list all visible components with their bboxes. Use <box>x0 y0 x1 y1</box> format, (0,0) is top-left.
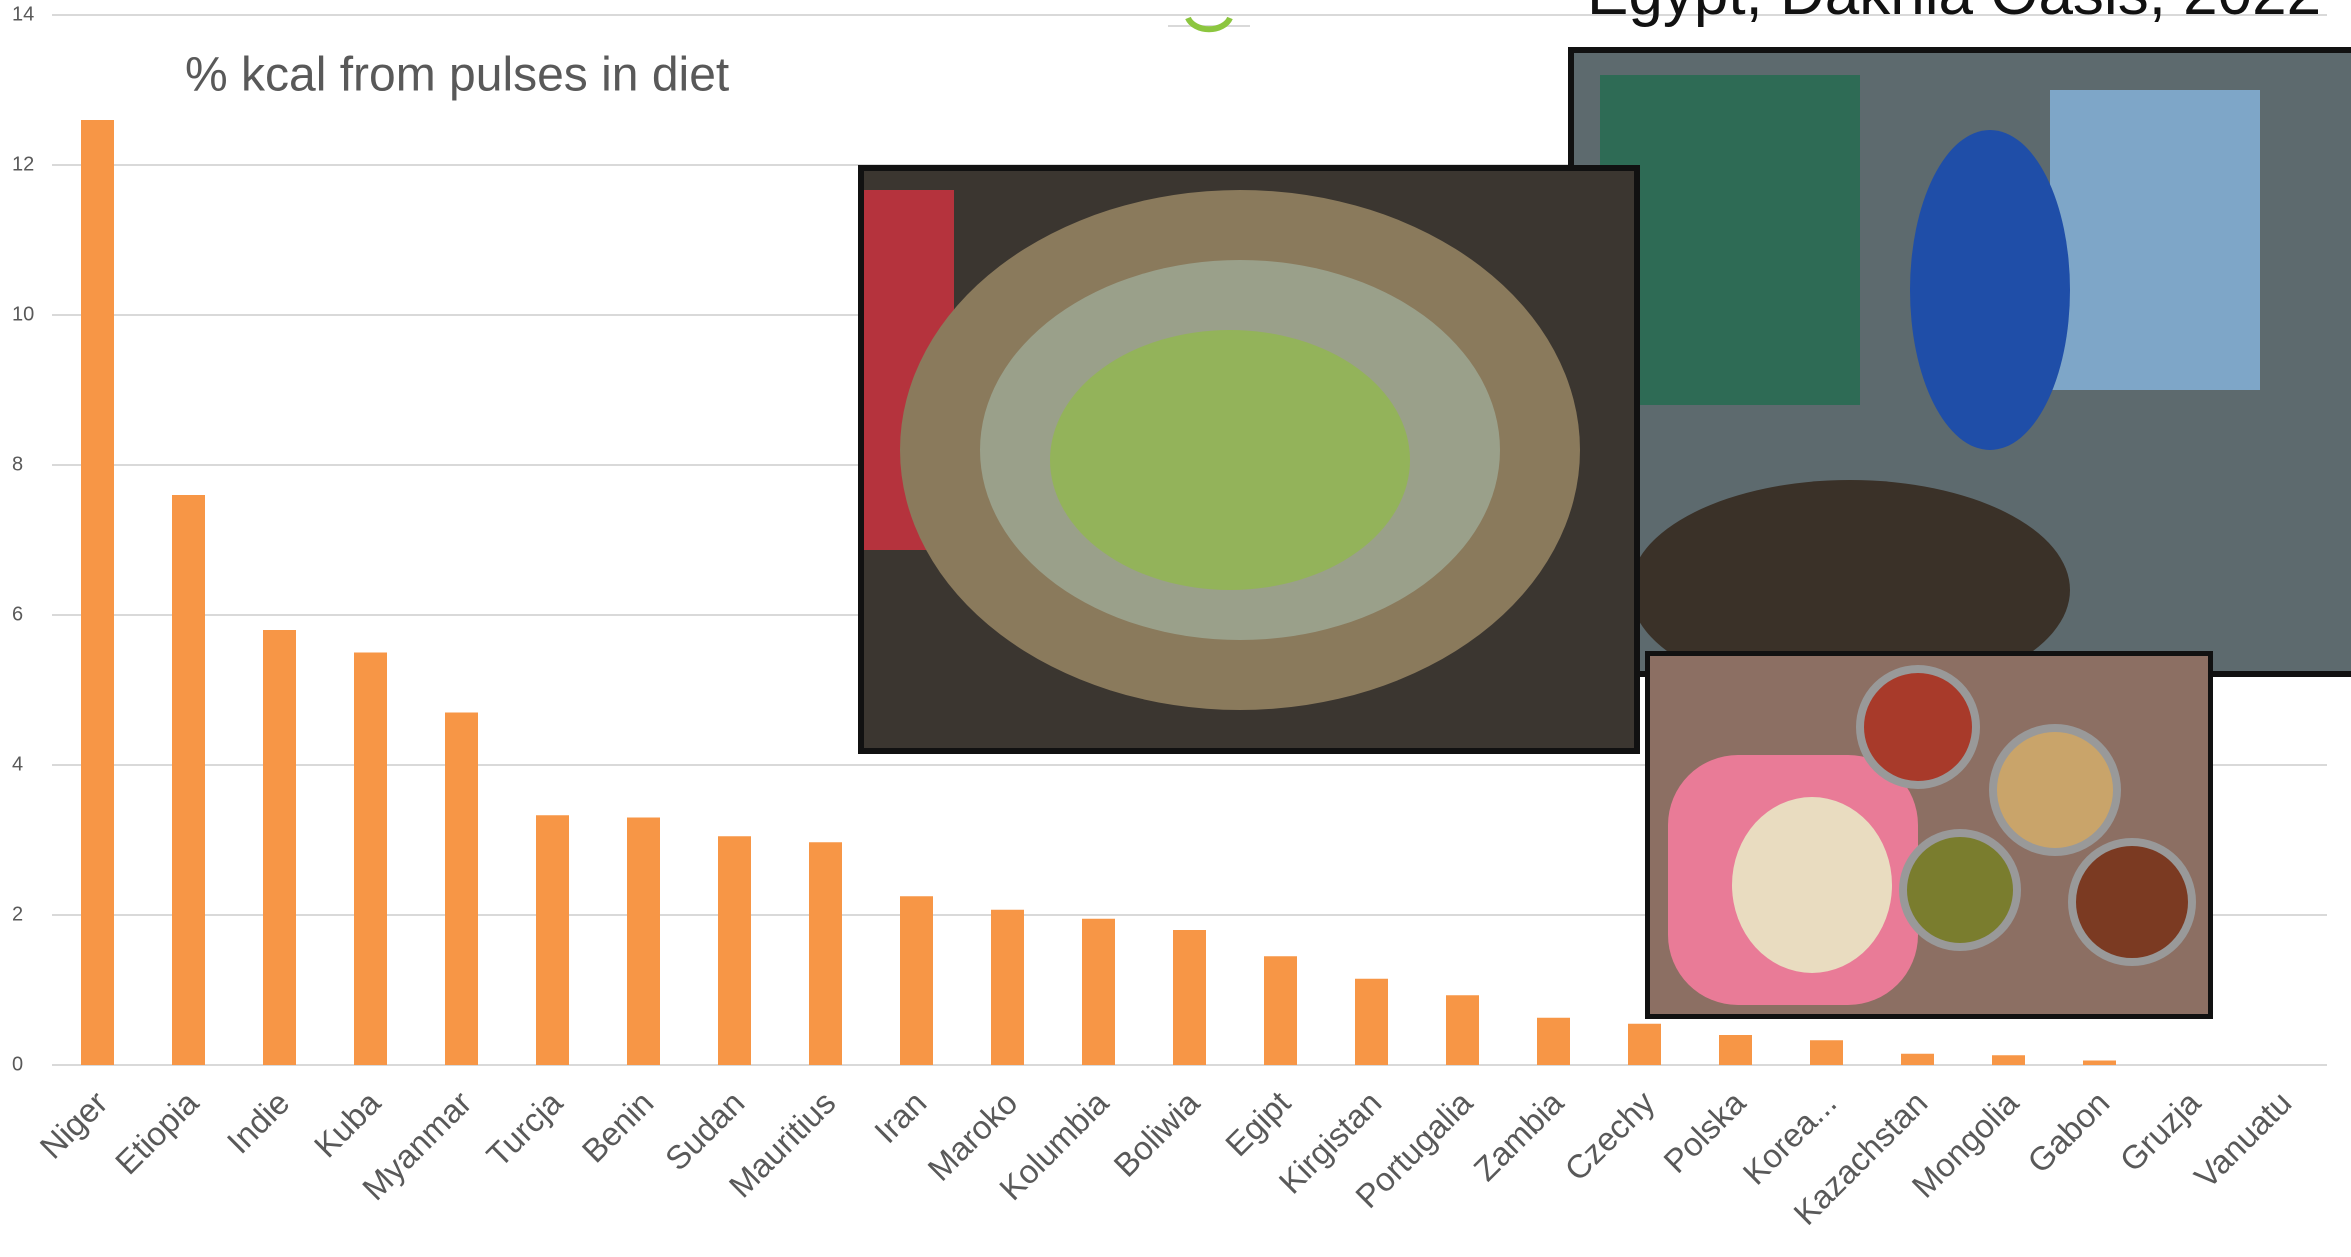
bar <box>2083 1060 2116 1065</box>
bar <box>900 896 933 1065</box>
photo-meal <box>1645 651 2213 1019</box>
x-tick-label: Iran <box>867 1084 933 1150</box>
photo-falafel <box>1050 330 1410 590</box>
photo-bowl <box>1989 724 2121 856</box>
bar <box>991 909 1024 1065</box>
bar <box>354 652 387 1065</box>
bar <box>1719 1035 1752 1065</box>
y-tick-label: 8 <box>12 453 23 475</box>
chart-title: % kcal from pulses in diet <box>185 49 729 102</box>
x-tick-label: Turcja <box>479 1083 570 1174</box>
bar <box>718 836 751 1065</box>
photo-bowl <box>1899 829 2021 951</box>
photo-pan <box>1630 480 2070 700</box>
bar <box>1901 1053 1934 1065</box>
x-tick-label: Benin <box>575 1084 661 1170</box>
photo-wall <box>1600 75 1860 405</box>
bar <box>809 842 842 1065</box>
photo-bowl <box>2068 838 2196 966</box>
bar <box>1810 1040 1843 1065</box>
y-tick-label: 12 <box>12 153 34 175</box>
y-tick-label: 14 <box>12 3 34 25</box>
photo-frying <box>858 165 1640 754</box>
photo-person <box>1910 130 2070 450</box>
y-tick-label: 10 <box>12 303 34 325</box>
bar <box>1446 995 1479 1065</box>
photo-caption: Egypt, Dakhla Oasis, 2022 <box>1587 0 2321 28</box>
bar <box>1628 1023 1661 1065</box>
bar <box>1355 978 1388 1065</box>
photo-bread <box>1732 797 1892 973</box>
photo-bowl <box>1856 665 1980 789</box>
photo-market <box>1568 47 2351 700</box>
x-tick-label: Czechy <box>1557 1083 1661 1187</box>
photo-tiles <box>2050 90 2260 390</box>
bar <box>263 630 296 1065</box>
decor-arc <box>1185 16 1233 33</box>
y-tick-label: 0 <box>12 1053 23 1075</box>
x-tick-label: Niger <box>33 1084 115 1166</box>
x-tick-label: Kuba <box>307 1083 388 1164</box>
y-tick-label: 6 <box>12 603 23 625</box>
x-tick-label: Boliwia <box>1106 1083 1207 1184</box>
x-tick-label: Vanuatu <box>2187 1084 2298 1195</box>
x-tick-label: Zambia <box>1466 1083 1570 1187</box>
y-tick-label: 2 <box>12 903 23 925</box>
x-tick-label: Etiopia <box>108 1083 206 1181</box>
bar <box>627 817 660 1065</box>
bar <box>1082 918 1115 1065</box>
bar <box>536 815 569 1065</box>
bar <box>1537 1017 1570 1065</box>
bar <box>445 712 478 1065</box>
x-tick-label: Gabon <box>2020 1084 2116 1180</box>
bar <box>1264 956 1297 1065</box>
bar <box>1992 1055 2025 1065</box>
bar <box>1173 930 1206 1065</box>
bar <box>172 495 205 1065</box>
y-tick-label: 4 <box>12 753 23 775</box>
bar <box>81 120 114 1065</box>
x-tick-label: Indie <box>220 1084 297 1161</box>
x-tick-label: Egipt <box>1218 1084 1297 1163</box>
